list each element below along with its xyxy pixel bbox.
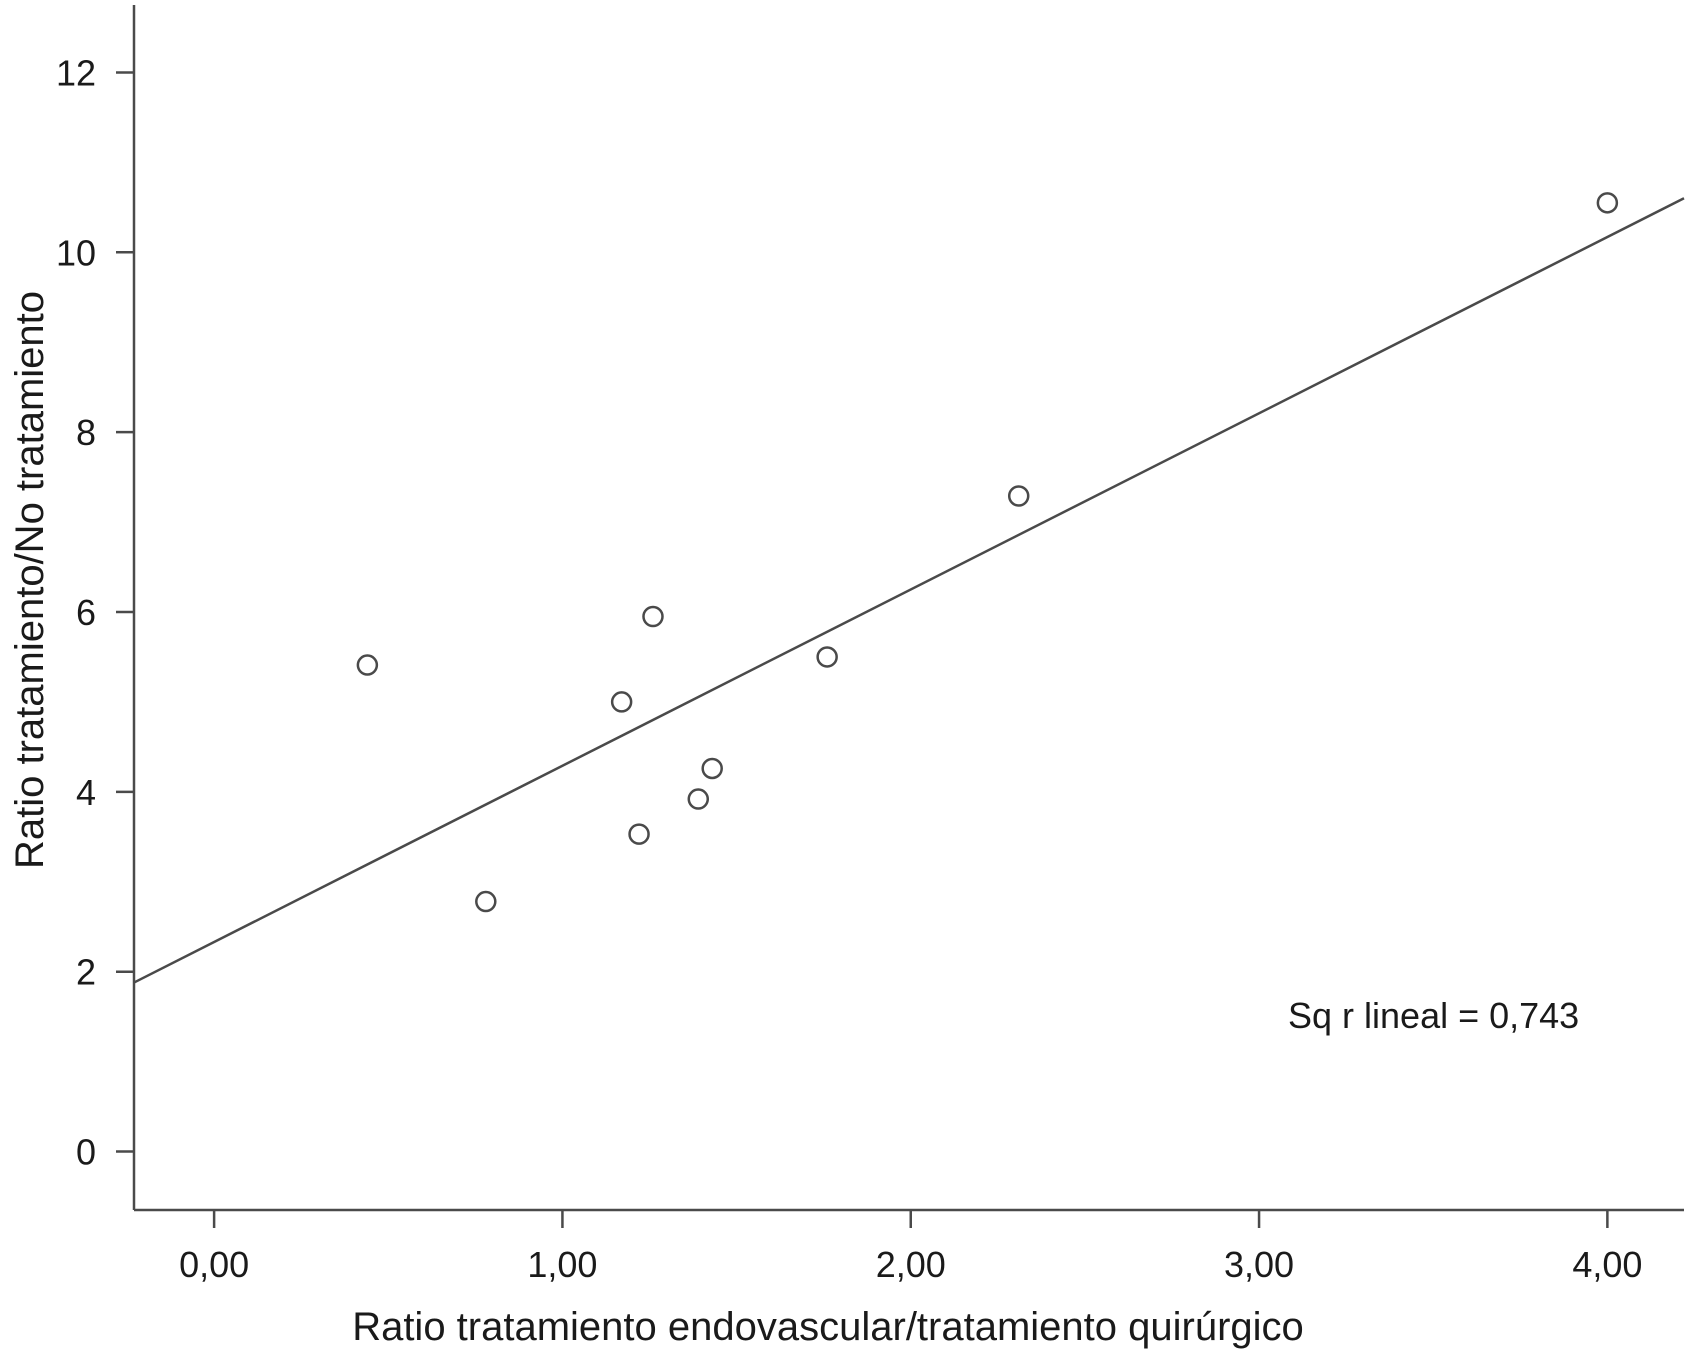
y-axis-title: Ratio tratamiento/No tratamiento <box>8 291 52 869</box>
data-point <box>687 788 710 810</box>
fit-line-group <box>133 197 1685 984</box>
data-point <box>628 823 650 845</box>
x-tick-label: 1,00 <box>527 1244 597 1285</box>
data-point <box>1007 485 1030 507</box>
data-point <box>816 646 838 668</box>
x-tick-label: 3,00 <box>1224 1244 1294 1285</box>
regression-line <box>133 197 1685 984</box>
y-tick-label: 8 <box>76 412 96 453</box>
data-point <box>642 605 664 628</box>
y-tick-label: 6 <box>76 592 96 633</box>
y-tick-label: 2 <box>76 952 96 993</box>
axes <box>132 5 1684 1212</box>
y-tick-label: 10 <box>56 232 96 273</box>
y-ticks: 0 2 4 6 8 10 12 <box>56 52 134 1173</box>
data-point <box>1596 192 1619 214</box>
data-point <box>701 757 723 780</box>
y-tick-label: 12 <box>56 52 96 93</box>
y-tick-label: 4 <box>76 772 96 813</box>
r-squared-annotation: Sq r lineal = 0,743 <box>1288 995 1579 1036</box>
data-point <box>475 890 497 913</box>
data-point <box>356 654 379 676</box>
data-point <box>610 691 633 713</box>
data-points <box>356 192 1619 913</box>
x-axis-title: Ratio tratamiento endovascular/tratamien… <box>352 1305 1304 1349</box>
y-tick-label: 0 <box>76 1132 96 1173</box>
x-tick-label: 0,00 <box>179 1244 249 1285</box>
x-ticks: 0,00 1,00 2,00 3,00 4,00 <box>179 1210 1642 1285</box>
x-tick-label: 4,00 <box>1572 1244 1642 1285</box>
x-tick-label: 2,00 <box>876 1244 946 1285</box>
